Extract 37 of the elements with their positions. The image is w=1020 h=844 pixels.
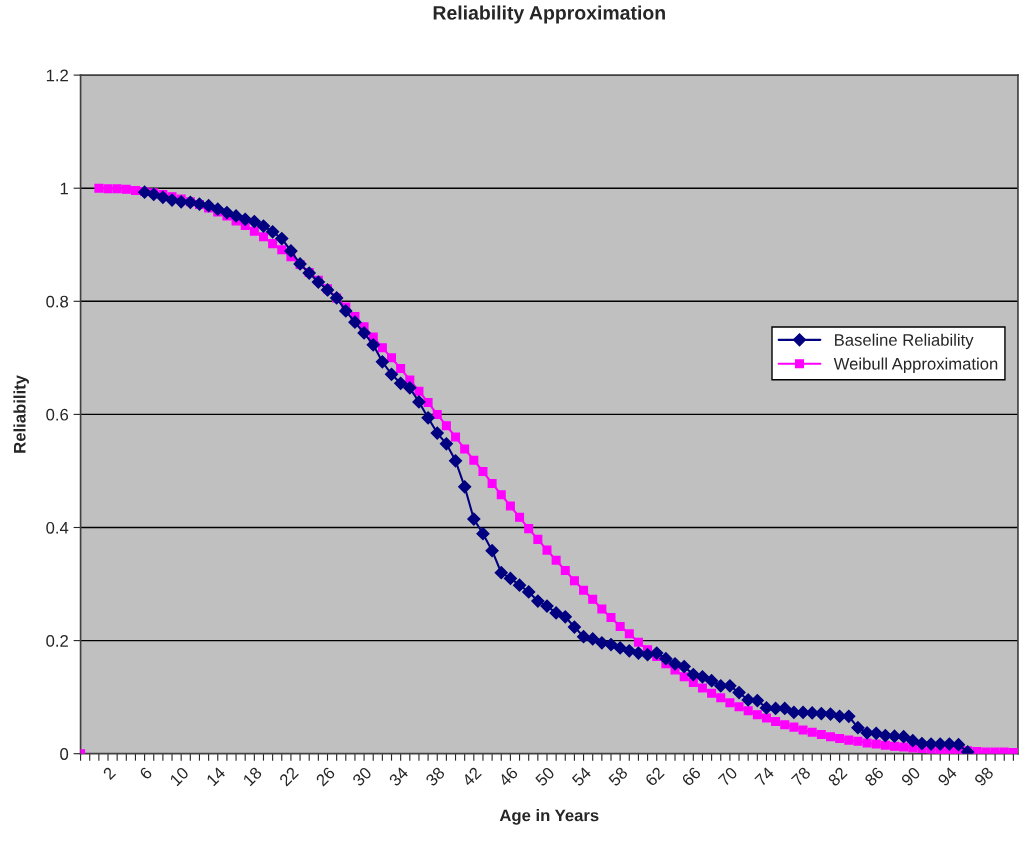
x-tick-label: 54 [571, 766, 592, 787]
legend-label: Baseline Reliability [835, 333, 974, 350]
x-tick-label: 42 [461, 766, 482, 787]
x-tick-label: 74 [754, 766, 775, 787]
y-tick-label: 0.2 [46, 635, 68, 647]
y-tick-label: 0 [60, 748, 69, 760]
x-tick-label: 66 [681, 766, 702, 787]
x-tick-label: 94 [937, 766, 958, 787]
x-tick-label: 10 [169, 766, 190, 787]
y-tick-label: 0.8 [46, 295, 69, 308]
x-tick-label: 2 [102, 766, 116, 780]
x-tick-label: 62 [644, 766, 665, 787]
x-tick-label: 90 [900, 766, 921, 787]
x-tick-label: 70 [717, 766, 739, 787]
y-tick-label: 1 [60, 182, 68, 195]
x-tick-label: 22 [278, 766, 299, 787]
x-tick-label: 26 [315, 766, 336, 787]
x-tick-label: 14 [205, 766, 226, 787]
x-tick-label: 6 [138, 766, 153, 781]
x-tick-label: 50 [534, 766, 556, 787]
x-tick-label: 86 [863, 766, 885, 787]
x-axis-title: Age in Years [499, 809, 599, 825]
x-tick-label: 18 [242, 766, 263, 787]
chart-title: Reliability Approximation [433, 5, 665, 24]
x-tick-label: 82 [827, 766, 848, 787]
y-tick-label: 1.2 [46, 69, 68, 82]
y-tick-label: 0.6 [46, 408, 69, 421]
y-axis-title: Reliability [13, 375, 29, 453]
x-tick-label: 46 [497, 766, 519, 787]
x-tick-label: 98 [973, 766, 995, 787]
x-tick-label: 58 [607, 766, 629, 787]
y-tick-label: 0.4 [46, 521, 69, 534]
x-tick-label: 30 [351, 766, 373, 787]
x-tick-label: 38 [424, 766, 446, 787]
x-tick-label: 78 [790, 766, 812, 787]
x-tick-label: 34 [388, 766, 409, 787]
legend-label: Weibull Approximation [833, 357, 998, 374]
